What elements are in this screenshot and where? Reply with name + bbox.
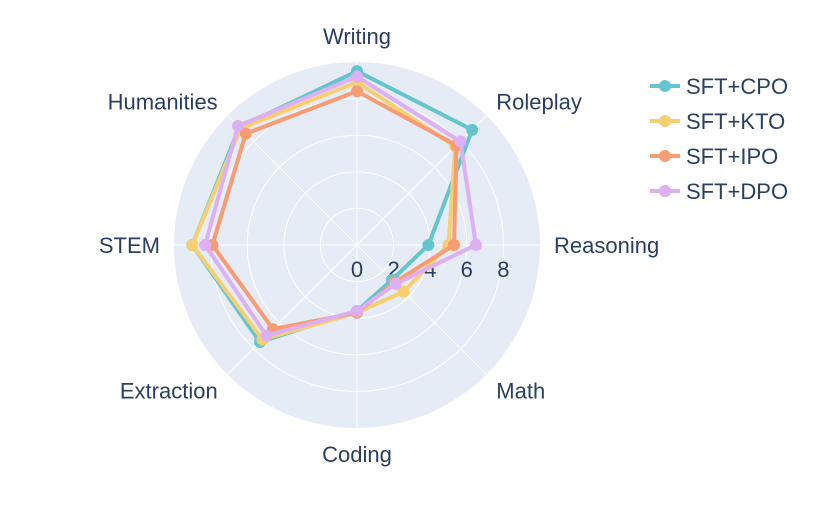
data-point-stem	[199, 239, 212, 251]
series-traces	[186, 65, 482, 349]
polar-grid	[174, 62, 540, 428]
legend-label: SFT+DPO	[686, 179, 788, 204]
data-point-writing	[351, 70, 363, 83]
legend-label: SFT+CPO	[686, 74, 788, 99]
data-point-reasoning	[422, 239, 435, 251]
radial-tick-label: 6	[461, 257, 473, 282]
axis-label-reasoning: Reasoning	[554, 233, 659, 258]
data-point-roleplay	[454, 135, 467, 148]
radial-tick-label: 0	[351, 257, 363, 282]
legend-item[interactable]: SFT+KTO	[650, 109, 785, 134]
legend-swatch-marker	[659, 115, 671, 127]
axis-label-coding: Coding	[322, 442, 392, 467]
data-point-stem	[186, 239, 199, 251]
axis-label-stem: STEM	[99, 233, 160, 258]
legend-item[interactable]: SFT+DPO	[650, 179, 788, 204]
legend[interactable]: SFT+CPO SFT+KTO SFT+IPO SFT+DPO	[650, 74, 788, 204]
legend-swatch-marker	[659, 185, 671, 197]
radial-tick-label: 8	[497, 257, 509, 282]
data-point-reasoning	[469, 239, 482, 251]
data-point-math	[397, 285, 410, 298]
legend-item[interactable]: SFT+CPO	[650, 74, 788, 99]
axis-label-humanities: Humanities	[108, 90, 218, 115]
data-point-extraction	[260, 329, 273, 342]
legend-swatch-marker	[659, 150, 671, 162]
axis-label-math: Math	[496, 378, 545, 403]
data-point-reasoning	[447, 239, 460, 251]
legend-label: SFT+IPO	[686, 144, 778, 169]
legend-label: SFT+KTO	[686, 109, 785, 134]
angular-grid-spoke	[356, 244, 487, 375]
legend-swatch-marker	[659, 80, 671, 92]
data-point-humanities	[231, 119, 244, 132]
angular-grid-spoke	[227, 244, 358, 375]
axis-label-roleplay: Roleplay	[496, 90, 582, 115]
data-point-math	[389, 277, 402, 290]
data-point-writing	[351, 85, 363, 98]
data-point-coding	[351, 304, 363, 317]
legend-item[interactable]: SFT+IPO	[650, 144, 778, 169]
axis-label-writing: Writing	[323, 24, 391, 49]
angular-axis-labels: Writing Roleplay Reasoning Math Coding Extrac…	[99, 24, 659, 467]
data-point-humanities	[239, 127, 252, 140]
axis-label-extraction: Extraction	[120, 378, 218, 403]
data-point-roleplay	[466, 123, 479, 136]
series-sft-dpo	[199, 70, 482, 342]
angular-grid-spoke	[356, 115, 487, 246]
